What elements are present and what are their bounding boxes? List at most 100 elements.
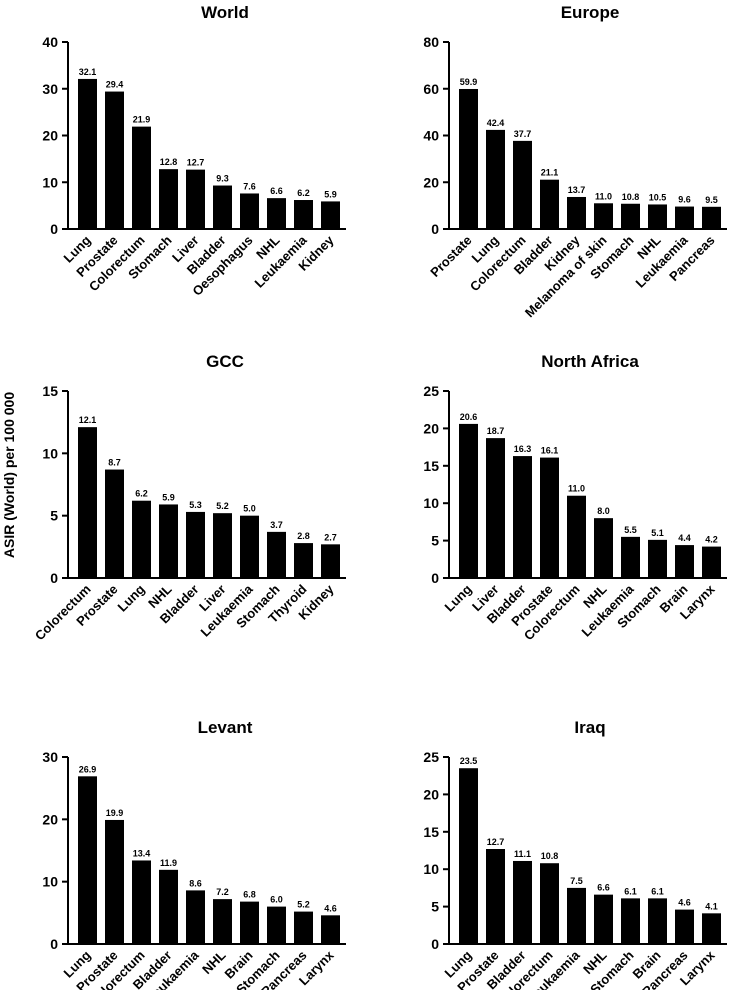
bar xyxy=(159,504,178,578)
y-tick-label: 40 xyxy=(423,128,439,144)
category-label: Lung xyxy=(442,581,475,614)
bar-value-label: 59.9 xyxy=(460,77,478,87)
chart-title: Europe xyxy=(561,3,620,22)
bar xyxy=(132,500,151,578)
bar xyxy=(594,203,613,229)
bar xyxy=(321,544,340,578)
y-tick-label: 0 xyxy=(50,936,58,952)
bar-value-label: 42.4 xyxy=(487,118,505,128)
bar-value-label: 2.8 xyxy=(297,531,310,541)
bar-value-label: 5.9 xyxy=(162,492,175,502)
y-tick-label: 10 xyxy=(42,174,58,190)
y-tick-label: 25 xyxy=(423,383,439,399)
bar xyxy=(186,890,205,944)
y-tick-label: 25 xyxy=(423,749,439,765)
bar xyxy=(567,196,586,229)
bar xyxy=(159,169,178,229)
bar-value-label: 11.9 xyxy=(160,858,177,868)
bar-value-label: 16.3 xyxy=(514,444,532,454)
bar xyxy=(567,887,586,944)
bar xyxy=(159,869,178,944)
chart-title: GCC xyxy=(206,352,244,371)
bar-value-label: 19.9 xyxy=(106,808,124,818)
y-tick-label: 20 xyxy=(423,174,439,190)
bar-value-label: 4.2 xyxy=(705,535,718,545)
bar xyxy=(675,206,694,229)
bar xyxy=(78,776,97,944)
y-tick-label: 20 xyxy=(42,128,58,144)
chart-panel-0: World01020304032.1Lung29.4Prostate21.9Co… xyxy=(42,3,346,299)
bar-value-label: 11.1 xyxy=(514,849,531,859)
bar xyxy=(540,457,559,578)
bar-value-label: 12.7 xyxy=(487,837,505,847)
bar xyxy=(213,185,232,229)
bar-value-label: 6.6 xyxy=(597,883,610,893)
y-tick-label: 30 xyxy=(42,81,58,97)
bar xyxy=(186,169,205,229)
bar-value-label: 21.9 xyxy=(133,115,151,125)
bar xyxy=(702,206,721,229)
bar-value-label: 11.0 xyxy=(568,484,585,494)
bar xyxy=(132,126,151,229)
y-tick-label: 5 xyxy=(431,533,439,549)
y-tick-label: 5 xyxy=(50,508,58,524)
bar xyxy=(78,427,97,578)
bar xyxy=(267,531,286,578)
bar-value-label: 32.1 xyxy=(79,67,97,77)
y-tick-label: 10 xyxy=(42,445,58,461)
bar-value-label: 9.5 xyxy=(705,195,718,205)
bar-value-label: 4.6 xyxy=(678,898,691,908)
bar-value-label: 10.8 xyxy=(541,851,559,861)
y-tick-label: 60 xyxy=(423,81,439,97)
bar xyxy=(621,898,640,944)
bar-value-label: 5.5 xyxy=(624,525,637,535)
y-tick-label: 0 xyxy=(431,936,439,952)
bar xyxy=(486,438,505,578)
bar xyxy=(702,913,721,944)
bar xyxy=(459,768,478,944)
bar-value-label: 3.7 xyxy=(270,520,283,530)
chart-title: North Africa xyxy=(541,352,639,371)
bar-value-label: 5.2 xyxy=(216,501,229,511)
y-tick-label: 20 xyxy=(423,420,439,436)
bar xyxy=(294,911,313,944)
bar xyxy=(294,543,313,578)
y-tick-label: 0 xyxy=(431,221,439,237)
bar xyxy=(540,179,559,229)
bar-value-label: 9.3 xyxy=(216,174,229,184)
y-tick-label: 15 xyxy=(42,383,58,399)
bar xyxy=(240,901,259,944)
bar-value-label: 16.1 xyxy=(541,446,559,456)
chart-panel-2: GCC05101512.1Colorectum8.7Prostate6.2Lun… xyxy=(32,352,346,643)
bar-value-label: 7.2 xyxy=(216,887,229,897)
bar-value-label: 20.6 xyxy=(460,412,478,422)
chart-panel-1: Europe02040608059.9Prostate42.4Lung37.7C… xyxy=(423,3,727,320)
bar-value-label: 9.6 xyxy=(678,195,691,205)
chart-title: Levant xyxy=(198,718,253,737)
bar xyxy=(513,456,532,578)
bar xyxy=(321,915,340,944)
y-tick-label: 30 xyxy=(42,749,58,765)
bar xyxy=(675,545,694,578)
bar-value-label: 4.6 xyxy=(324,903,337,913)
chart-panel-4: Levant010203026.9Lung19.9Prostate13.4Col… xyxy=(42,718,346,990)
bar-value-label: 12.1 xyxy=(79,415,97,425)
bar xyxy=(540,863,559,944)
bar-value-label: 8.0 xyxy=(597,506,610,516)
chart-title: World xyxy=(201,3,249,22)
chart-panel-3: North Africa051015202520.6Lung18.7Liver1… xyxy=(423,352,727,643)
y-tick-label: 80 xyxy=(423,34,439,50)
bar xyxy=(267,906,286,944)
bar-value-label: 4.1 xyxy=(705,901,718,911)
bar-value-label: 5.1 xyxy=(651,528,664,538)
bar-value-label: 6.2 xyxy=(297,188,310,198)
bar-value-label: 8.6 xyxy=(189,878,202,888)
bar xyxy=(648,898,667,944)
bar xyxy=(513,860,532,944)
bar-value-label: 6.1 xyxy=(624,886,637,896)
y-tick-label: 0 xyxy=(50,570,58,586)
bar-value-label: 26.9 xyxy=(79,764,97,774)
y-tick-label: 10 xyxy=(423,861,439,877)
bar-value-label: 4.4 xyxy=(678,533,691,543)
